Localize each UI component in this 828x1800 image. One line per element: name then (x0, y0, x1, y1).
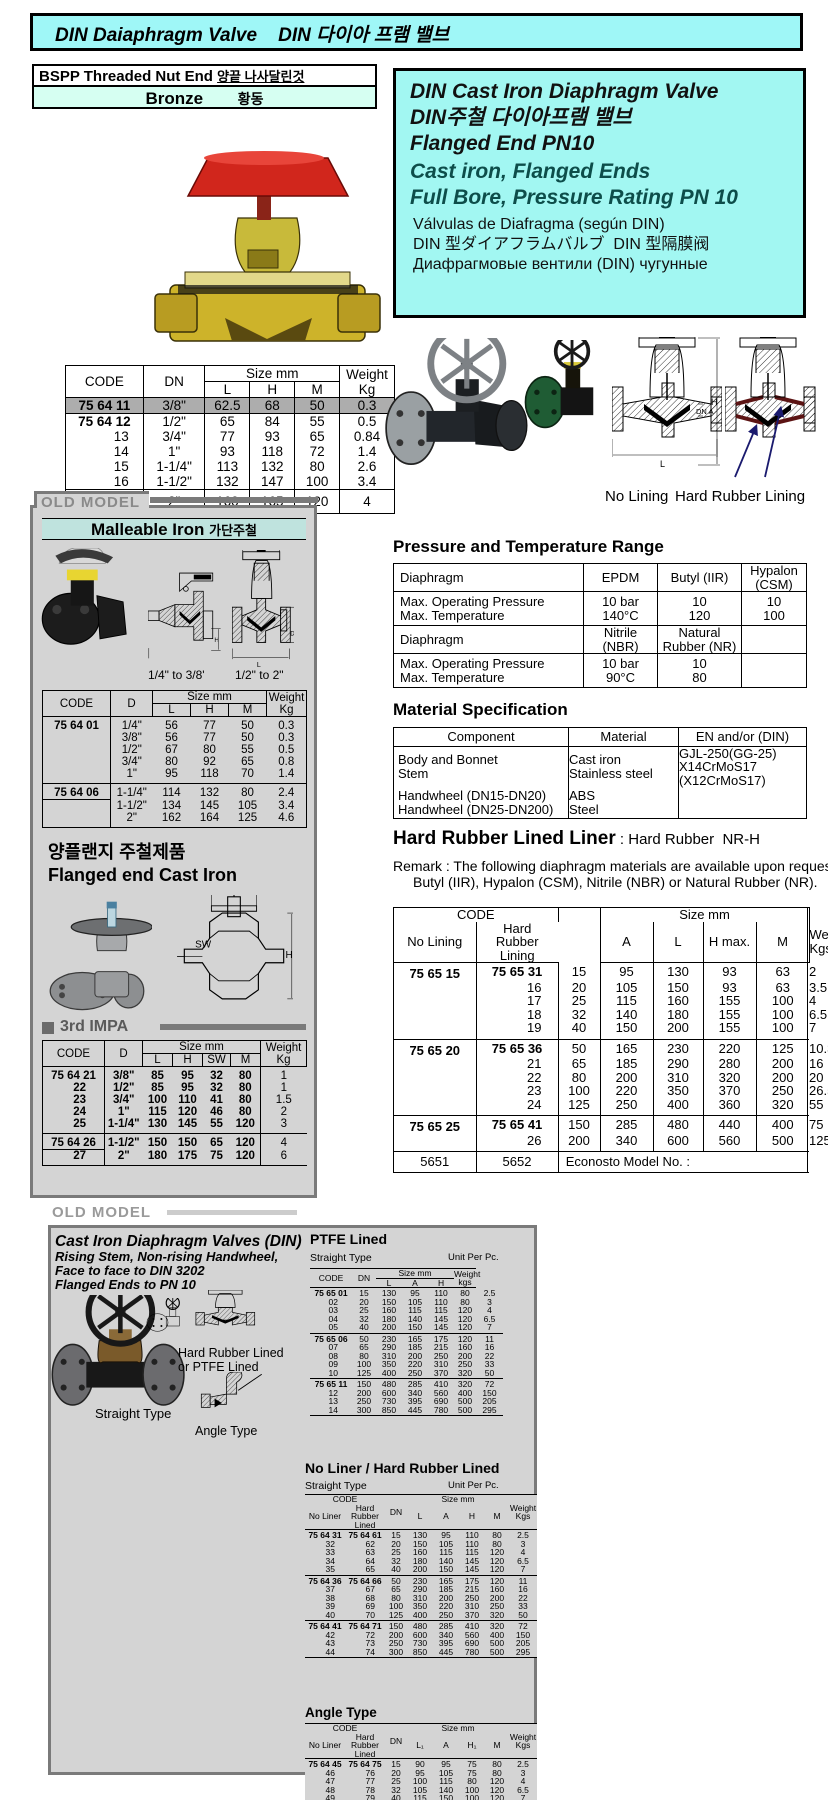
svg-text:DN A: DN A (696, 407, 714, 416)
svg-text:D: D (290, 630, 294, 637)
svg-text:H: H (711, 397, 718, 407)
svg-text:H: H (285, 950, 292, 961)
svg-text:L: L (660, 459, 665, 469)
svg-text:SW: SW (195, 939, 212, 950)
svg-text:H: H (214, 637, 219, 644)
